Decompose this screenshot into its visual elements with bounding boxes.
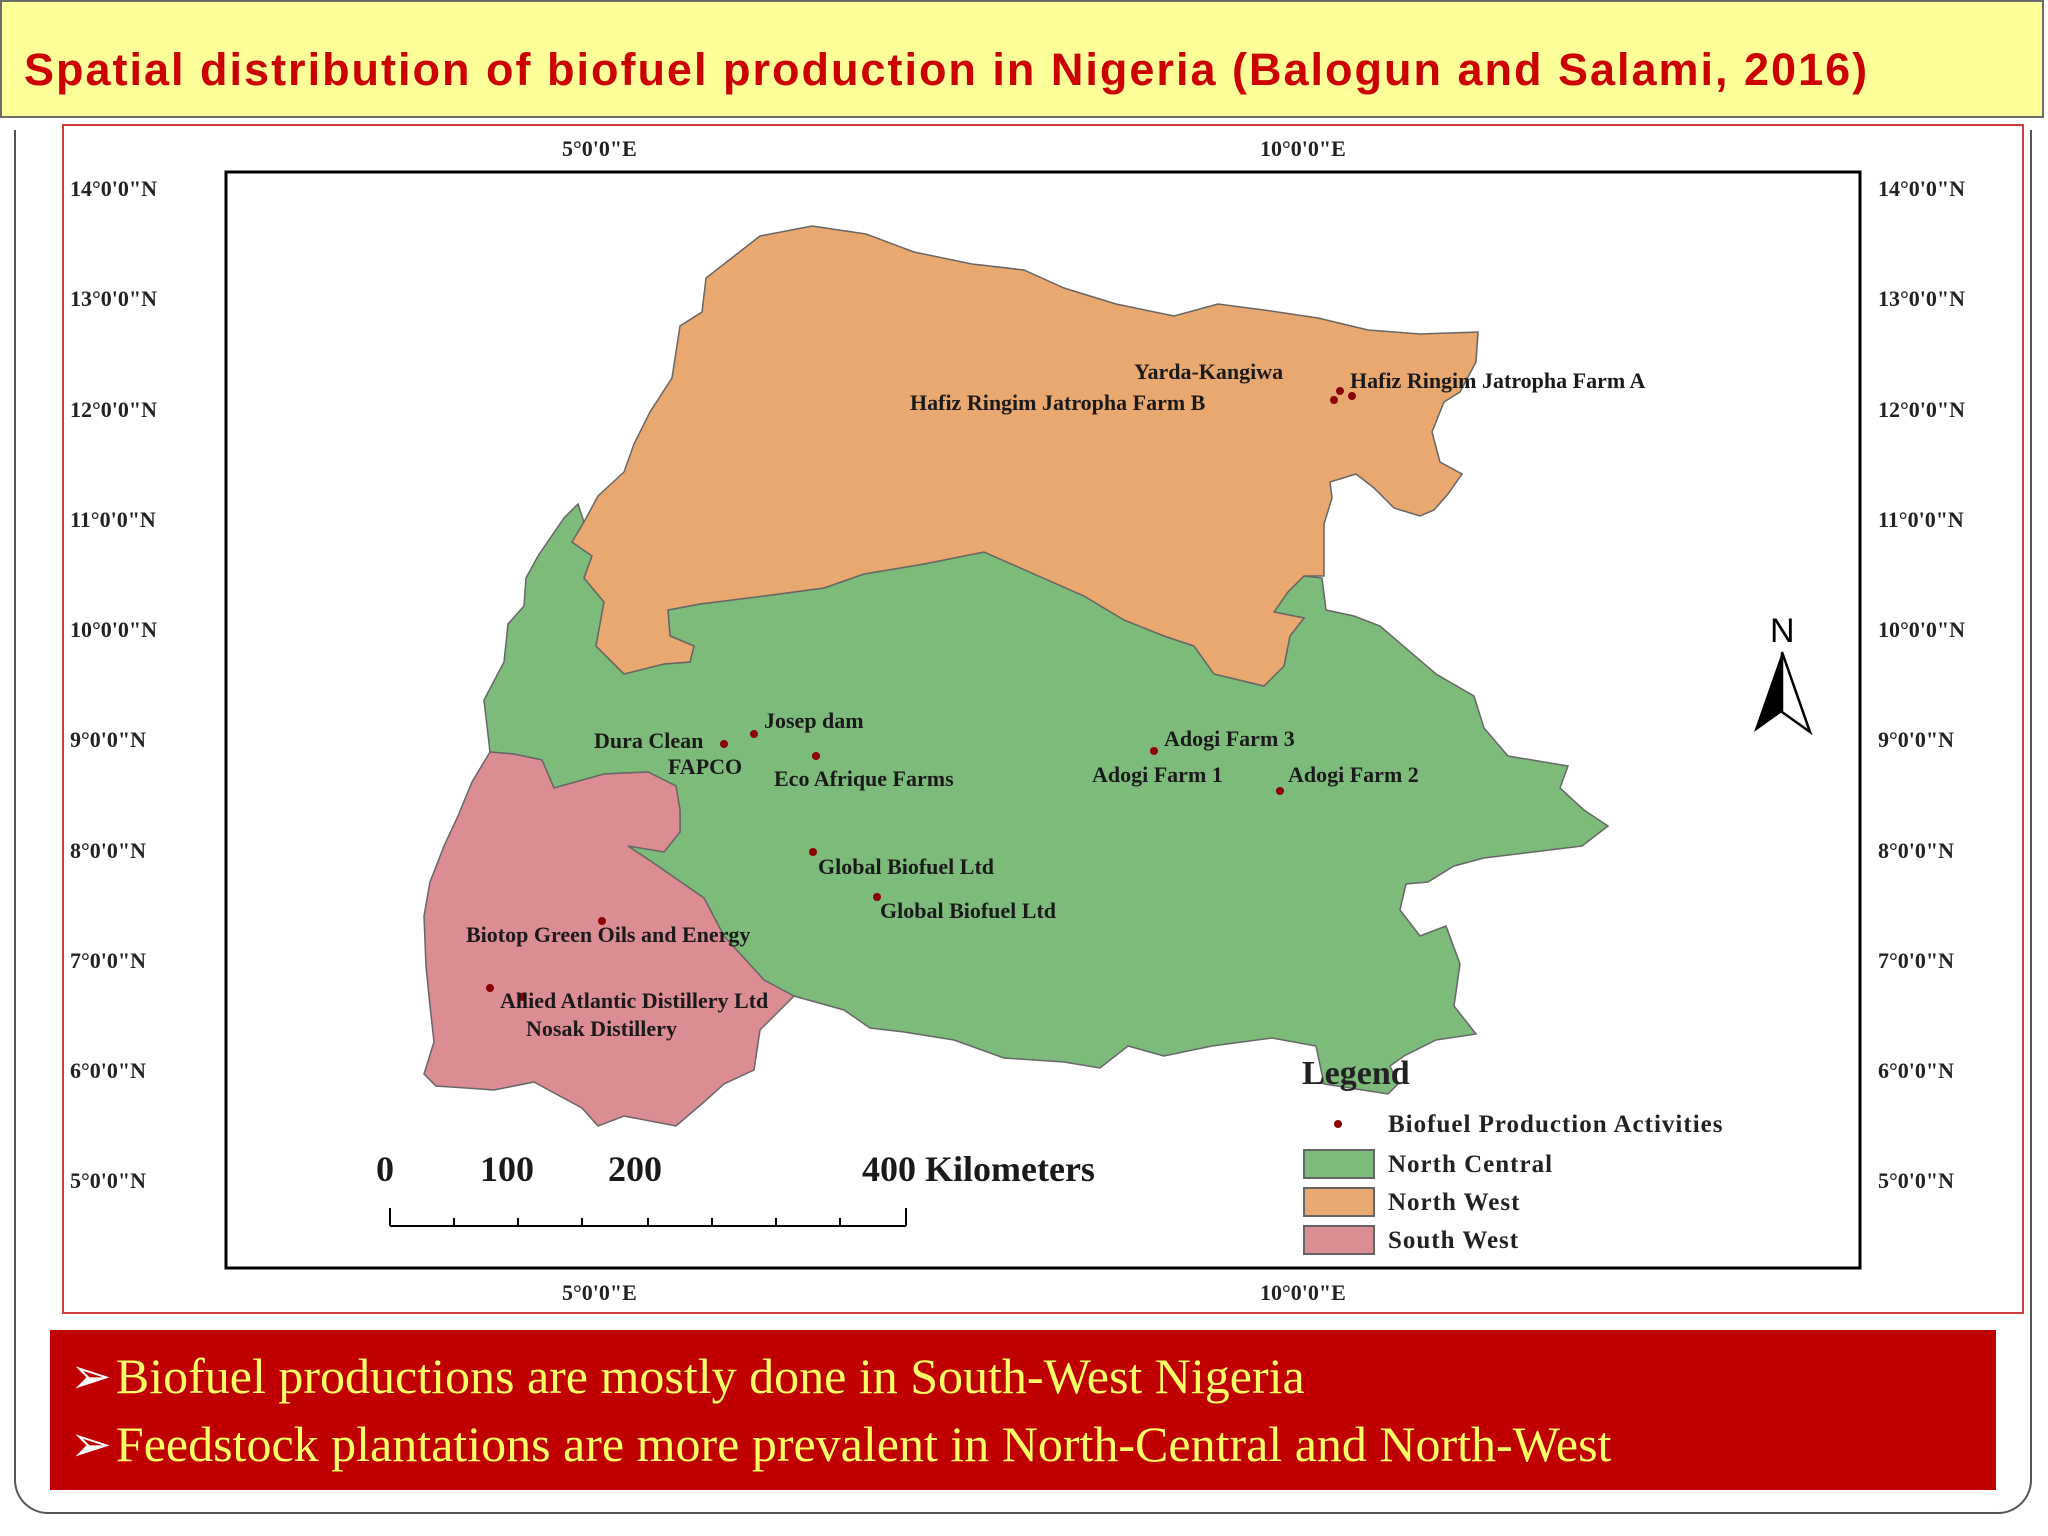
- lat-label-left: 13°0'0"N: [70, 286, 157, 311]
- site-marker: [1336, 387, 1344, 395]
- key-point-text: Biofuel productions are mostly done in S…: [115, 1348, 1305, 1404]
- site-marker: [812, 752, 820, 760]
- site-label: Yarda-Kangiwa: [1134, 359, 1283, 384]
- site-marker: [1330, 396, 1338, 404]
- arrow-bullet-icon: ➢: [70, 1348, 112, 1404]
- lat-label-left: 5°0'0"N: [70, 1168, 146, 1193]
- map-legend: Legend Biofuel Production Activities Nor…: [1302, 1055, 1723, 1255]
- slide-frame: [14, 130, 2032, 1514]
- legend-label: North Central: [1388, 1151, 1553, 1178]
- lon-label-bottom: 10°0'0"E: [1260, 1280, 1346, 1305]
- region-north-west: [570, 225, 1479, 687]
- lat-label-left: 11°0'0"N: [70, 507, 156, 532]
- site-marker: [1150, 747, 1158, 755]
- site-marker: [809, 848, 817, 856]
- map-figure: 5°0'0"E 10°0'0"E 5°0'0"E 10°0'0"E 14°0'0…: [70, 136, 1965, 1305]
- lon-label-bottom: 5°0'0"E: [562, 1280, 637, 1305]
- legend-label: North West: [1388, 1189, 1520, 1216]
- lon-label-top: 10°0'0"E: [1260, 136, 1346, 161]
- site-label: Hafiz Ringim Jatropha Farm A: [1350, 368, 1645, 393]
- lat-label-left: 7°0'0"N: [70, 948, 146, 973]
- scale-bar: 0 100 200 400 Kilometers: [376, 1149, 1095, 1227]
- slide-title: Spatial distribution of biofuel producti…: [24, 44, 1870, 95]
- site-label: Biotop Green Oils and Energy: [466, 922, 750, 947]
- site-label: Dura Clean: [594, 728, 703, 753]
- arrow-bullet-icon: ➢: [70, 1416, 112, 1472]
- site-label: Allied Atlantic Distillery Ltd: [500, 988, 768, 1013]
- key-points-box: ➢Biofuel productions are mostly done in …: [50, 1330, 1996, 1490]
- legend-title: Legend: [1302, 1055, 1410, 1092]
- legend-swatch-south-west: [1303, 1225, 1375, 1255]
- legend-swatch-north-central: [1303, 1149, 1375, 1179]
- site-label: Josep dam: [764, 708, 864, 733]
- site-label: Global Biofuel Ltd: [818, 854, 994, 879]
- site-label: Hafiz Ringim Jatropha Farm B: [910, 390, 1206, 415]
- north-arrow-icon: N: [1754, 612, 1813, 736]
- site-label: Adogi Farm 2: [1288, 762, 1419, 787]
- site-marker: [518, 993, 526, 1001]
- lat-label-right: 7°0'0"N: [1878, 948, 1954, 973]
- key-point: ➢Biofuel productions are mostly done in …: [70, 1342, 1996, 1410]
- site-marker: [598, 917, 606, 925]
- lat-label-left: 10°0'0"N: [70, 617, 157, 642]
- lat-label-right: 11°0'0"N: [1878, 507, 1964, 532]
- scale-label: 0: [376, 1149, 394, 1189]
- site-marker: [720, 740, 728, 748]
- lat-label-right: 5°0'0"N: [1878, 1168, 1954, 1193]
- legend-label: South West: [1388, 1227, 1519, 1254]
- site-marker: [873, 893, 881, 901]
- site-label: Nosak Distillery: [526, 1016, 677, 1041]
- lat-label-right: 8°0'0"N: [1878, 838, 1954, 863]
- site-marker: [1348, 392, 1356, 400]
- lat-label-left: 9°0'0"N: [70, 727, 146, 752]
- north-arrow-label: N: [1770, 612, 1795, 650]
- lat-label-left: 8°0'0"N: [70, 838, 146, 863]
- title-bar: Spatial distribution of biofuel producti…: [0, 0, 2044, 118]
- lat-label-right: 9°0'0"N: [1878, 727, 1954, 752]
- region-south-west: [423, 751, 796, 1127]
- map-frame: 5°0'0"E 10°0'0"E 5°0'0"E 10°0'0"E 14°0'0…: [62, 124, 2024, 1314]
- site-marker: [486, 984, 494, 992]
- scale-label: 400 Kilometers: [862, 1149, 1095, 1189]
- site-label: Global Biofuel Ltd: [880, 898, 1056, 923]
- site-label: Adogi Farm 3: [1164, 726, 1295, 751]
- lat-label-right: 6°0'0"N: [1878, 1058, 1954, 1083]
- lon-label-top: 5°0'0"E: [562, 136, 637, 161]
- site-label: Eco Afrique Farms: [774, 766, 954, 791]
- legend-swatch-north-west: [1303, 1187, 1375, 1217]
- scale-label: 100: [480, 1149, 534, 1189]
- lat-label-right: 13°0'0"N: [1878, 286, 1965, 311]
- legend-swatch-point: [1334, 1120, 1342, 1128]
- site-label: Adogi Farm 1: [1092, 762, 1223, 787]
- lat-label-right: 10°0'0"N: [1878, 617, 1965, 642]
- lat-label-left: 14°0'0"N: [70, 176, 157, 201]
- lat-label-left: 6°0'0"N: [70, 1058, 146, 1083]
- key-point-text: Feedstock plantations are more prevalent…: [115, 1416, 1612, 1472]
- site-marker: [1276, 787, 1284, 795]
- site-label: FAPCO: [668, 754, 742, 779]
- lat-label-right: 14°0'0"N: [1878, 176, 1965, 201]
- key-point: ➢Feedstock plantations are more prevalen…: [70, 1410, 1996, 1478]
- site-marker: [750, 730, 758, 738]
- legend-label: Biofuel Production Activities: [1388, 1111, 1723, 1138]
- site-markers: [486, 387, 1356, 1001]
- lat-label-left: 12°0'0"N: [70, 397, 157, 422]
- lat-label-right: 12°0'0"N: [1878, 397, 1965, 422]
- scale-label: 200: [608, 1149, 662, 1189]
